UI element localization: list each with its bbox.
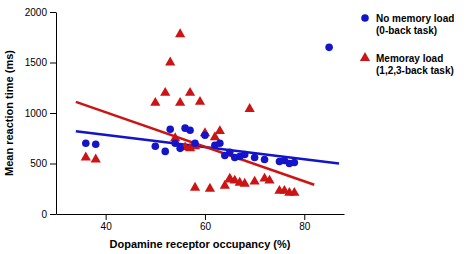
legend: No memory load(0-back task)Memoray load(… <box>360 13 454 76</box>
point <box>160 87 170 96</box>
point <box>166 125 174 133</box>
point <box>201 131 209 139</box>
x-axis: 40 60 80 <box>57 214 345 232</box>
tick: 2000 <box>25 7 56 18</box>
legend-label-line: Memoray load <box>376 53 443 64</box>
tick-mark <box>50 214 56 215</box>
tick: 40 <box>101 214 113 232</box>
tick-mark <box>50 12 56 13</box>
point <box>190 182 200 191</box>
point <box>165 57 175 66</box>
point <box>216 140 224 148</box>
point <box>92 141 100 149</box>
tick-mark <box>50 164 56 165</box>
point <box>245 103 255 112</box>
y-axis: 0 500 1000 1500 2000 <box>25 7 57 220</box>
point <box>185 87 195 96</box>
tick-label: 80 <box>299 221 311 232</box>
point <box>195 96 205 105</box>
x-axis-title: Dopamine receptor occupancy (%) <box>110 238 291 250</box>
tick-label: 1500 <box>25 57 48 68</box>
point <box>291 159 299 167</box>
point <box>81 152 91 161</box>
tick: 60 <box>200 214 212 232</box>
tick-mark <box>304 214 305 220</box>
point <box>175 97 185 106</box>
point <box>176 145 184 153</box>
chart: 40 60 80 0 500 1000 1500 2000 Dopamine receptor … <box>0 0 474 254</box>
legend-item: No memory load(0-back task) <box>361 13 454 36</box>
point <box>251 154 259 162</box>
point <box>264 175 274 184</box>
point <box>205 183 215 192</box>
tick: 1000 <box>25 108 56 119</box>
tick: 1500 <box>25 57 56 68</box>
point <box>175 28 185 37</box>
legend-label-line: (1,2,3-back task) <box>376 65 454 76</box>
y-axis-title: Mean reaction time (ms) <box>3 50 15 176</box>
legend-item: Memoray load(1,2,3-back task) <box>360 52 454 76</box>
point <box>190 140 200 149</box>
legend-symbol <box>360 52 370 61</box>
point <box>325 44 333 52</box>
point <box>289 187 299 196</box>
point <box>186 126 194 134</box>
point <box>161 148 169 156</box>
point <box>150 97 160 106</box>
legend-label-line: (0-back task) <box>376 25 437 36</box>
point <box>240 178 250 187</box>
marks <box>76 28 339 195</box>
legend-symbol <box>361 14 369 22</box>
point <box>191 140 199 148</box>
point <box>261 156 269 164</box>
y-axis-line <box>56 13 57 215</box>
tick-label: 40 <box>101 221 113 232</box>
legend-label: No memory load(0-back task) <box>376 13 454 36</box>
x-axis-line <box>57 214 345 215</box>
point <box>215 125 225 134</box>
tick-mark <box>50 63 56 64</box>
plot: 40 60 80 0 500 1000 1500 2000 <box>25 7 345 232</box>
tick-mark <box>50 113 56 114</box>
legend-label: Memoray load(1,2,3-back task) <box>376 53 454 76</box>
legend-label-line: No memory load <box>376 13 454 24</box>
tick-label: 500 <box>30 158 47 169</box>
tick: 500 <box>30 158 56 169</box>
point <box>241 151 249 159</box>
tick-mark <box>205 214 206 220</box>
tick-label: 60 <box>200 221 212 232</box>
point <box>82 140 90 148</box>
point <box>91 154 101 163</box>
tick-label: 0 <box>41 209 47 220</box>
point <box>152 143 160 151</box>
tick: 0 <box>41 209 56 220</box>
tick: 80 <box>299 214 311 232</box>
regression-line <box>76 102 314 185</box>
point <box>250 176 260 185</box>
tick-label: 2000 <box>25 7 48 18</box>
tick-label: 1000 <box>25 108 48 119</box>
tick-mark <box>106 214 107 220</box>
